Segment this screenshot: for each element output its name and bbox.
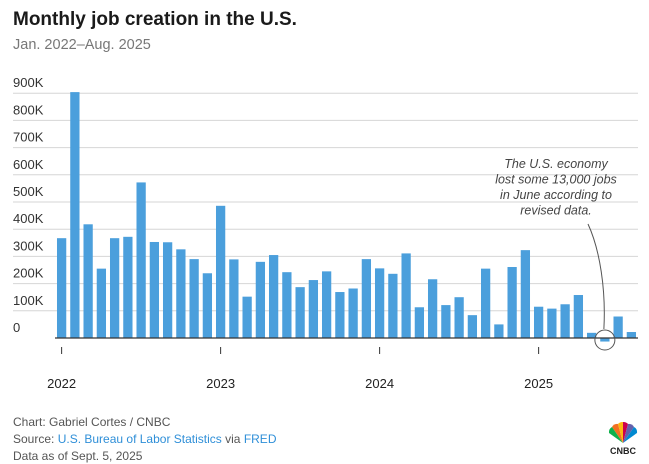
- bar-2022-11: [189, 259, 199, 338]
- axes: 2022 2023 2024 2025: [47, 337, 638, 391]
- bar-2023-11: [348, 288, 358, 338]
- cnbc-peacock-logo: CNBC: [608, 421, 638, 456]
- bar-2024-06: [441, 305, 451, 338]
- x-tick-label: 2024: [365, 376, 394, 391]
- y-tick-label: 800K: [13, 102, 44, 117]
- bar-2024-02: [388, 273, 398, 338]
- source-mid: via: [221, 432, 244, 446]
- bar-2024-07: [454, 297, 464, 338]
- bar-2022-06: [123, 236, 133, 338]
- bar-2022-07: [136, 182, 146, 338]
- y-tick-label: 0: [13, 320, 20, 335]
- highlight-ring: [594, 329, 616, 351]
- bar-2024-12: [520, 250, 531, 338]
- annotation-line: revised data.: [520, 204, 592, 218]
- x-tick-label: 2023: [206, 376, 235, 391]
- chart-title: Monthly job creation in the U.S.: [13, 9, 297, 30]
- bar-2024-04: [414, 307, 425, 338]
- bar-2025-06: [600, 338, 610, 342]
- logo-text: CNBC: [610, 446, 636, 456]
- bar-2022-12: [202, 273, 213, 338]
- bar-2022-05: [109, 238, 120, 338]
- bar-2024-05: [427, 279, 438, 338]
- bar-2025-07: [613, 316, 623, 338]
- y-tick-label: 500K: [13, 184, 44, 199]
- bar-2023-03: [242, 296, 252, 338]
- source-line: Source: U.S. Bureau of Labor Statistics …: [13, 432, 276, 446]
- bar-2024-10: [494, 324, 504, 338]
- source-prefix: Source:: [13, 432, 58, 446]
- x-tick-label: 2022: [47, 376, 76, 391]
- y-tick-label: 700K: [13, 130, 44, 145]
- bar-2023-01: [215, 205, 226, 338]
- bar-2025-04: [573, 295, 584, 338]
- annotation-line: The U.S. economy: [504, 157, 608, 171]
- y-tick-label: 400K: [13, 211, 44, 226]
- bar-2022-01: [56, 238, 67, 338]
- x-tick-label: 2025: [524, 376, 553, 391]
- bar-2024-11: [507, 267, 517, 338]
- source-link-bls[interactable]: U.S. Bureau of Labor Statistics: [57, 432, 222, 446]
- bar-2023-04: [255, 261, 266, 338]
- y-tick-label: 300K: [13, 238, 44, 253]
- bar-2025-03: [560, 304, 570, 338]
- bar-2024-09: [480, 268, 491, 338]
- annotation-leader: [587, 223, 605, 330]
- bar-2022-09: [162, 242, 173, 338]
- y-tick-label: 900K: [13, 75, 44, 90]
- bar-2022-08: [149, 241, 160, 338]
- bar-2022-02: [70, 92, 80, 338]
- y-tick-label: 200K: [13, 266, 44, 281]
- bar-2024-01: [374, 268, 385, 338]
- bar-2023-12: [361, 259, 372, 338]
- bar-2022-10: [176, 249, 186, 338]
- y-tick-label: 600K: [13, 157, 44, 172]
- bar-2025-08: [626, 332, 637, 338]
- bar-2022-04: [96, 268, 107, 338]
- bar-2023-08: [308, 280, 319, 338]
- bar-2023-09: [321, 271, 332, 338]
- data-date-line: Data as of Sept. 5, 2025: [13, 449, 143, 463]
- y-tick-label: 100K: [13, 293, 44, 308]
- bar-2022-03: [83, 224, 93, 338]
- bar-2023-07: [295, 287, 305, 338]
- gridlines: 0 100K 200K 300K 400K 500K 600K 700K 800K 900K: [13, 75, 638, 335]
- bar-2024-03: [401, 253, 411, 338]
- annotation-line: lost some 13,000 jobs: [495, 173, 617, 187]
- annotation: The U.S. economy lost some 13,000 jobsin …: [495, 157, 617, 351]
- bar-2025-01: [533, 306, 544, 338]
- bar-2023-10: [335, 292, 345, 338]
- source-link-fred[interactable]: FRED: [243, 432, 277, 446]
- bar-2023-06: [282, 272, 292, 338]
- bar-2023-05: [268, 255, 279, 338]
- annotation-line: in June according to: [500, 188, 612, 202]
- bar-2023-02: [229, 259, 239, 338]
- chart-subtitle: Jan. 2022–Aug. 2025: [13, 37, 151, 53]
- bars: [56, 92, 637, 342]
- credit-line: Chart: Gabriel Cortes / CNBC: [13, 415, 171, 429]
- bar-2025-05: [586, 332, 597, 338]
- bar-2025-02: [547, 308, 557, 338]
- bar-2024-08: [467, 315, 478, 338]
